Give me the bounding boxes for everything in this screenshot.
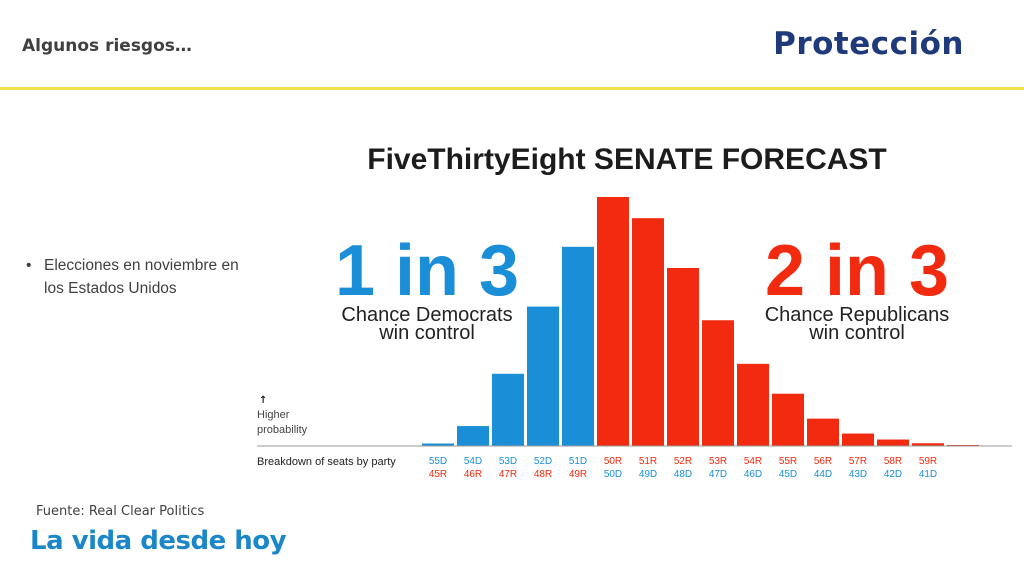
bar-50r [597,197,629,446]
bar-54r [737,363,769,446]
bar-55r [772,393,804,446]
bar-58r [877,439,909,446]
dem-odds-caption-line1: Chance Democrats [341,304,512,326]
bar-52d [527,306,559,446]
x-tick-bottom-49r: 49R [569,469,587,480]
arrow-up-icon: ↑ [259,395,267,406]
x-tick-top-50r: 50R [604,456,622,467]
x-tick-top-59r: 59R [919,456,937,467]
x-tick-bottom-46d: 46D [744,469,762,480]
rep-odds-caption-line2: win control [808,322,905,344]
x-tick-bottom-48r: 48R [534,469,552,480]
x-tick-bottom-42d: 42D [884,469,902,480]
bullet-item: • Elecciones en noviembre en los Estados… [26,254,246,300]
x-tick-bottom-45r: 45R [429,469,447,480]
bar-52r [667,267,699,446]
x-tick-bottom-45d: 45D [779,469,797,480]
x-tick-bottom-47d: 47D [709,469,727,480]
x-tick-labels: 55D 45R 54D 46R 53D 47R 52D 48R 51D 49R 50R 50D 51R 4… [429,456,937,480]
x-tick-bottom-43d: 43D [849,469,867,480]
rep-odds: 2 in 3 [765,231,949,311]
x-tick-top-53r: 53R [709,456,727,467]
x-tick-bottom-41d: 41D [919,469,937,480]
x-tick-bottom-49d: 49D [639,469,657,480]
x-tick-top-52r: 52R [674,456,692,467]
rep-odds-caption-line1: Chance Republicans [765,304,950,326]
header-divider [0,87,1024,90]
x-tick-top-54d: 54D [464,456,482,467]
dem-odds-caption-line2: win control [378,322,475,344]
x-tick-top-52d: 52D [534,456,552,467]
chart-svg: FiveThirtyEight SENATE FORECAST 55D 45R 54… [240,125,1014,495]
x-axis-label: Breakdown of seats by party [257,456,396,468]
bar-59r [912,443,944,446]
bar-54d [457,426,489,446]
x-tick-top-53d: 53D [499,456,517,467]
x-tick-top-55r: 55R [779,456,797,467]
x-tick-bottom-44d: 44D [814,469,832,480]
y-axis-label-line2: probability [257,424,308,436]
bar-group [422,197,979,446]
senate-forecast-chart: FiveThirtyEight SENATE FORECAST 55D 45R 54… [240,125,1014,495]
bullet-text: Elecciones en noviembre en los Estados U… [44,257,239,297]
x-tick-bottom-48d: 48D [674,469,692,480]
bar-53d [492,373,524,446]
x-tick-top-51r: 51R [639,456,657,467]
bar-57r [842,433,874,446]
chart-title: FiveThirtyEight SENATE FORECAST [367,143,886,176]
x-tick-top-56r: 56R [814,456,832,467]
x-tick-top-57r: 57R [849,456,867,467]
x-tick-bottom-47r: 47R [499,469,517,480]
x-tick-top-55d: 55D [429,456,447,467]
x-tick-top-51d: 51D [569,456,587,467]
bar-53r [702,320,734,446]
y-axis-label-line1: Higher [257,409,290,421]
x-tick-bottom-46r: 46R [464,469,482,480]
x-tick-bottom-50d: 50D [604,469,622,480]
brand-logo: Protección [773,26,964,62]
bar-55d [422,443,454,446]
dem-odds: 1 in 3 [335,231,519,311]
tagline: La vida desde hoy [30,526,287,556]
source-note: Fuente: Real Clear Politics [36,504,205,519]
slide-title: Algunos riesgos… [22,36,192,56]
x-tick-top-58r: 58R [884,456,902,467]
x-tick-top-54r: 54R [744,456,762,467]
bullet-marker: • [26,257,32,274]
bar-51r [632,218,664,446]
bar-51d [562,246,594,446]
bar-56r [807,418,839,446]
